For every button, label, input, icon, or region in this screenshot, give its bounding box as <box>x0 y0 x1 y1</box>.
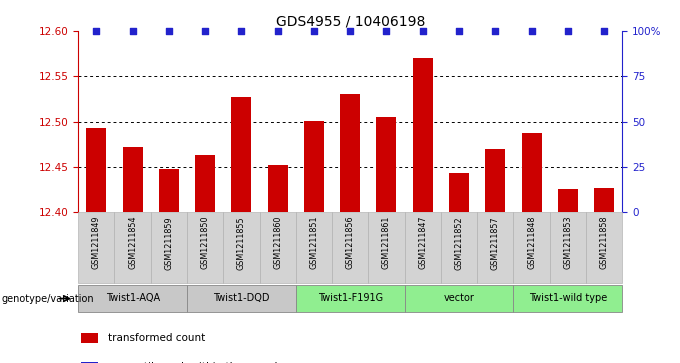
Bar <box>377 117 396 212</box>
Bar <box>296 212 332 283</box>
Text: GSM1211851: GSM1211851 <box>309 216 318 269</box>
Bar <box>513 212 549 283</box>
Text: GSM1211852: GSM1211852 <box>454 216 464 269</box>
Title: GDS4955 / 10406198: GDS4955 / 10406198 <box>275 14 425 28</box>
Point <box>526 28 537 34</box>
Point <box>345 28 356 34</box>
Bar <box>78 285 187 313</box>
Point <box>598 28 609 34</box>
Bar <box>86 128 106 212</box>
Text: GSM1211861: GSM1211861 <box>382 216 391 269</box>
Bar <box>558 189 578 212</box>
Bar <box>78 212 114 283</box>
Point <box>200 28 211 34</box>
Bar <box>549 212 586 283</box>
Bar <box>260 212 296 283</box>
Bar <box>594 188 614 212</box>
Text: GSM1211850: GSM1211850 <box>201 216 209 269</box>
Bar <box>486 149 505 212</box>
Point <box>490 28 500 34</box>
Bar <box>151 212 187 283</box>
Point <box>454 28 464 34</box>
Text: GSM1211859: GSM1211859 <box>165 216 173 269</box>
Text: GSM1211855: GSM1211855 <box>237 216 246 269</box>
Text: GSM1211857: GSM1211857 <box>491 216 500 269</box>
Bar <box>413 58 432 212</box>
Text: vector: vector <box>443 293 475 303</box>
Bar <box>477 212 513 283</box>
Bar <box>449 174 469 212</box>
Bar <box>195 155 215 212</box>
Bar <box>332 212 369 283</box>
Text: GSM1211853: GSM1211853 <box>563 216 573 269</box>
Text: GSM1211848: GSM1211848 <box>527 216 536 269</box>
Bar <box>223 212 260 283</box>
Bar <box>187 212 223 283</box>
Bar <box>405 212 441 283</box>
Text: GSM1211856: GSM1211856 <box>345 216 355 269</box>
Text: GSM1211858: GSM1211858 <box>600 216 609 269</box>
Point <box>91 28 102 34</box>
Bar <box>340 94 360 212</box>
Point <box>236 28 247 34</box>
Point <box>309 28 320 34</box>
Bar <box>296 285 405 313</box>
Point <box>562 28 573 34</box>
Bar <box>304 121 324 212</box>
Point <box>163 28 174 34</box>
Point <box>272 28 283 34</box>
Text: percentile rank within the sample: percentile rank within the sample <box>107 362 284 363</box>
Point <box>418 28 428 34</box>
Bar <box>405 285 513 313</box>
Text: Twist1-DQD: Twist1-DQD <box>213 293 270 303</box>
Bar <box>114 212 151 283</box>
Bar <box>82 333 98 343</box>
Text: Twist1-AQA: Twist1-AQA <box>105 293 160 303</box>
Text: genotype/variation: genotype/variation <box>1 294 94 303</box>
Text: GSM1211849: GSM1211849 <box>92 216 101 269</box>
Bar <box>122 147 143 212</box>
Text: GSM1211847: GSM1211847 <box>418 216 427 269</box>
Bar <box>159 169 179 212</box>
Bar <box>441 212 477 283</box>
Text: GSM1211860: GSM1211860 <box>273 216 282 269</box>
Point <box>127 28 138 34</box>
Bar <box>369 212 405 283</box>
Text: transformed count: transformed count <box>107 333 205 343</box>
Bar <box>513 285 622 313</box>
Text: Twist1-wild type: Twist1-wild type <box>528 293 607 303</box>
Bar <box>522 133 541 212</box>
Bar <box>187 285 296 313</box>
Bar <box>586 212 622 283</box>
Text: GSM1211854: GSM1211854 <box>128 216 137 269</box>
Bar <box>82 362 98 363</box>
Point <box>381 28 392 34</box>
Bar <box>231 97 252 212</box>
Text: Twist1-F191G: Twist1-F191G <box>318 293 383 303</box>
Bar <box>268 165 288 212</box>
